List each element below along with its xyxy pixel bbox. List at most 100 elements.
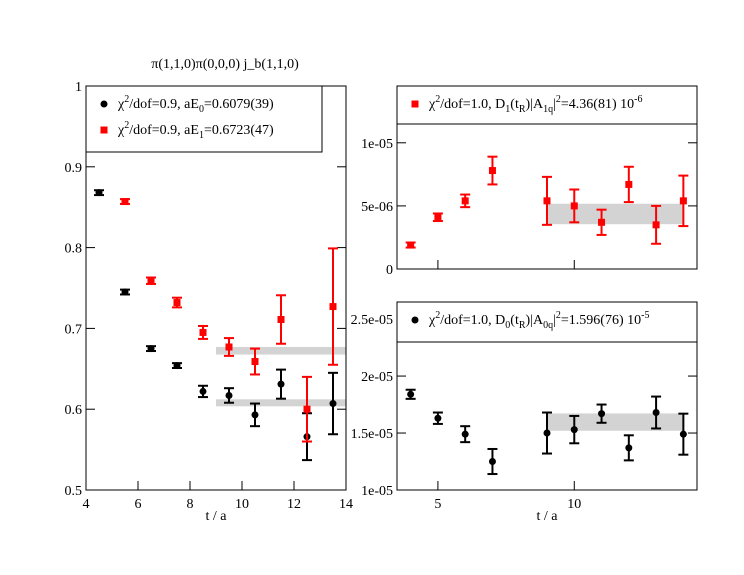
data-point xyxy=(652,221,660,229)
legend-marker xyxy=(100,100,108,108)
data-point xyxy=(121,288,129,296)
legend-label-part: | xyxy=(553,97,556,112)
legend-label-part: (t xyxy=(510,97,519,112)
y-tick-label: 0 xyxy=(386,263,393,278)
legend-label-part: /dof=1.0, D xyxy=(440,313,505,328)
legend-label-part: | xyxy=(553,313,556,328)
data-point xyxy=(329,303,337,311)
legend-label-part: =4.36(81) 10 xyxy=(561,97,634,112)
y-tick-label: 1.5e-05 xyxy=(351,427,393,442)
data-point xyxy=(679,430,687,438)
data-point xyxy=(147,345,155,353)
legend-label-part: -5 xyxy=(641,310,649,321)
x-tick-label: 10 xyxy=(567,497,581,512)
legend-label-part: /dof=1.0, D xyxy=(440,97,505,112)
data-point xyxy=(461,430,469,438)
data-point xyxy=(652,409,660,417)
legend-label-part: 2 xyxy=(556,94,561,105)
legend-box xyxy=(85,85,323,153)
legend-label: χ2​/dof=1.0, D0​(tR​)|A0q​|2​=1.596(76) … xyxy=(428,310,649,331)
x-tick-label: 5 xyxy=(434,497,441,512)
x-tick-label: 4 xyxy=(83,497,90,512)
panel-bottom-right: 5101e-051.5e-052e-052.5e-05χ2​/dof=1.0, … xyxy=(351,301,698,524)
data-point xyxy=(173,362,181,370)
data-point xyxy=(625,444,633,452)
y-tick-label: 1e-05 xyxy=(361,137,393,152)
legend-label-part: =0.6723(47) xyxy=(204,123,274,138)
data-point xyxy=(225,343,233,351)
legend-label-part: /dof=0.9, aE xyxy=(129,123,199,138)
data-point xyxy=(95,189,103,197)
data-point xyxy=(543,429,551,437)
y-tick-label: 1e-05 xyxy=(361,484,393,499)
legend-label-part: 1q xyxy=(543,104,553,115)
y-tick-label: 2.5e-05 xyxy=(351,313,393,328)
legend-label-part: =0.6079(39) xyxy=(204,97,274,112)
data-point xyxy=(598,410,606,418)
x-tick-label: 12 xyxy=(287,497,301,512)
data-point xyxy=(434,213,442,221)
fit-band xyxy=(216,346,346,355)
legend-label-part: 1 xyxy=(199,130,204,141)
data-point xyxy=(303,405,311,413)
legend-label: χ2​/dof=0.9, aE0​=0.6079(39) xyxy=(117,94,274,115)
legend-label-part: )|A xyxy=(526,97,544,112)
legend-label: χ2​/dof=1.0, D1​(tR​)|A1q​|2​=4.36(81) 1… xyxy=(428,94,642,115)
data-point xyxy=(277,316,285,324)
legend-label-part: χ xyxy=(428,97,436,112)
legend-label-part: (t xyxy=(510,313,519,328)
fit-band xyxy=(547,203,684,225)
data-point xyxy=(199,328,207,336)
legend-label-part: R xyxy=(519,104,526,115)
y-tick-label: 1 xyxy=(75,80,82,95)
legend-label-part: 1 xyxy=(505,104,510,115)
legend-label-part: 0 xyxy=(199,104,204,115)
y-tick-label: 0.5 xyxy=(65,484,83,499)
data-point xyxy=(625,180,633,188)
data-point xyxy=(461,197,469,205)
data-point xyxy=(679,197,687,205)
x-axis-label: t / a xyxy=(206,509,228,524)
data-point xyxy=(147,277,155,285)
y-tick-label: 2e-05 xyxy=(361,370,393,385)
data-point xyxy=(570,202,578,210)
data-point xyxy=(277,380,285,388)
legend-label-part: 2 xyxy=(556,310,561,321)
legend-label-part: 2 xyxy=(124,94,129,105)
legend-box xyxy=(396,85,698,125)
x-axis-label: t / a xyxy=(537,509,559,524)
data-point xyxy=(488,458,496,466)
legend-label: χ2​/dof=0.9, aE1​=0.6723(47) xyxy=(117,120,274,141)
fit-band xyxy=(216,399,346,407)
legend-label-part: )|A xyxy=(526,313,544,328)
legend-box xyxy=(396,301,698,343)
data-point xyxy=(199,387,207,395)
data-point xyxy=(598,218,606,226)
x-tick-label: 6 xyxy=(135,497,142,512)
data-point xyxy=(251,358,259,366)
data-point xyxy=(225,391,233,399)
legend-label-part: χ xyxy=(117,97,125,112)
y-tick-label: 0.7 xyxy=(65,322,83,337)
legend-label-part: χ xyxy=(428,313,436,328)
data-point xyxy=(407,241,415,249)
legend-label-part: 2 xyxy=(435,94,440,105)
data-point xyxy=(173,299,181,307)
x-tick-label: 14 xyxy=(339,497,353,512)
y-tick-label: 0.6 xyxy=(65,403,83,418)
y-tick-label: 0.9 xyxy=(65,161,83,176)
legend-label-part: /dof=0.9, aE xyxy=(129,97,199,112)
data-point xyxy=(329,400,337,408)
legend-marker xyxy=(411,100,419,108)
legend-label-part: 0q xyxy=(543,320,553,331)
legend-label-part: R xyxy=(519,320,526,331)
legend-label-part: χ xyxy=(117,123,125,138)
legend-label-part: 2 xyxy=(124,120,129,131)
data-point xyxy=(407,390,415,398)
legend-label-part: 2 xyxy=(435,310,440,321)
legend-label-part: 0 xyxy=(505,320,510,331)
y-tick-label: 0.8 xyxy=(65,242,83,257)
y-tick-label: 5e-06 xyxy=(361,200,393,215)
data-point xyxy=(543,197,551,205)
